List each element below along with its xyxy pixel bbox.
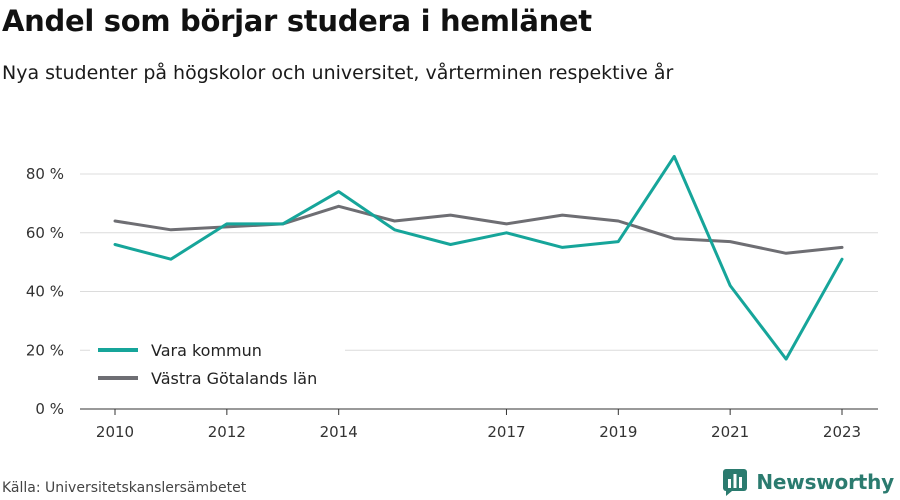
x-tick-label: 2017 bbox=[487, 423, 525, 441]
brand-name: Newsworthy bbox=[756, 470, 894, 494]
chart-title: Andel som börjar studera i hemlänet bbox=[2, 4, 592, 38]
y-tick-label: 60 % bbox=[26, 224, 64, 242]
brand[interactable]: Newsworthy bbox=[722, 468, 894, 496]
x-tick-label: 2023 bbox=[823, 423, 861, 441]
x-tick-label: 2012 bbox=[208, 423, 246, 441]
legend-label: Västra Götalands län bbox=[151, 369, 317, 388]
x-tick-label: 2010 bbox=[96, 423, 134, 441]
series-line-1 bbox=[113, 204, 844, 255]
chart-subtitle: Nya studenter på högskolor och universit… bbox=[2, 62, 674, 84]
x-tick-label: 2021 bbox=[711, 423, 749, 441]
series-line-0 bbox=[113, 154, 844, 361]
x-tick-label: 2014 bbox=[320, 423, 358, 441]
y-tick-label: 0 % bbox=[35, 400, 64, 418]
legend-label: Vara kommun bbox=[151, 341, 262, 360]
bar-chart-logo-icon bbox=[723, 469, 748, 496]
x-tick-label: 2019 bbox=[599, 423, 637, 441]
y-tick-label: 40 % bbox=[26, 283, 64, 301]
source-note: Källa: Universitetskanslersämbetet bbox=[2, 480, 247, 496]
y-tick-label: 80 % bbox=[26, 165, 64, 183]
y-tick-label: 20 % bbox=[26, 341, 64, 359]
